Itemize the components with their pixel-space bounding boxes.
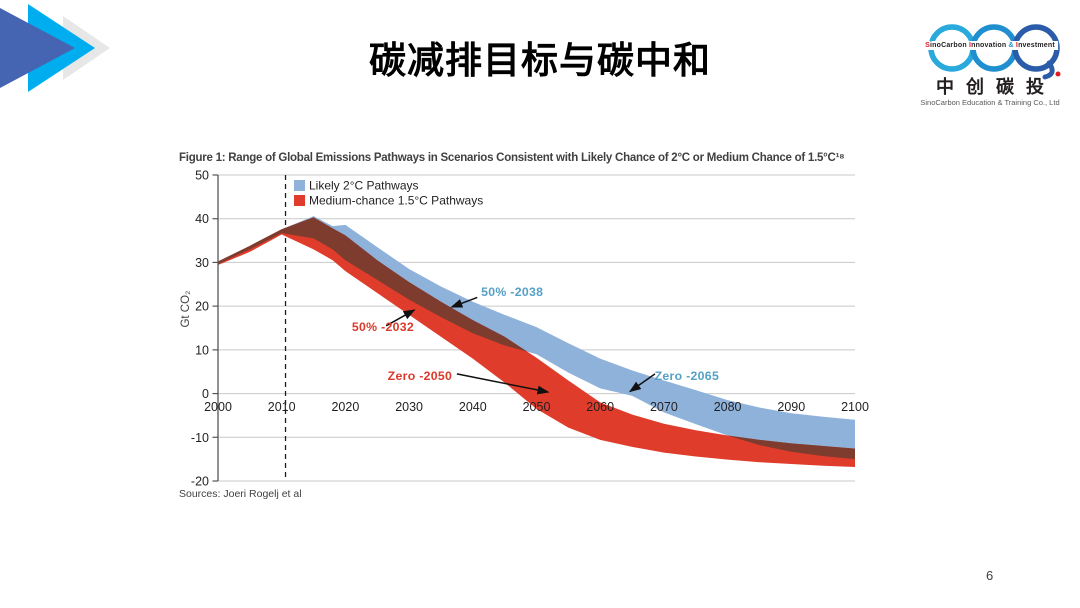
svg-text:2080: 2080 [714,400,742,414]
svg-text:40: 40 [195,212,209,226]
svg-text:0: 0 [202,387,209,401]
annotation-label: Zero -2065 [655,369,720,383]
annotation-arrow [456,373,550,395]
logo-banner-part: I [968,42,972,49]
logo-banner-part: I [1015,42,1019,49]
slide-title: 碳减排目标与碳中和 [369,40,711,81]
logo-banner-part: S [925,42,930,49]
svg-text:2000: 2000 [204,400,232,414]
y-axis: 50 40 30 20 10 0 -10 -20 [191,169,219,488]
legend-swatch [294,180,305,191]
svg-text:2100: 2100 [841,400,869,414]
emissions-chart: Figure 1: Range of Global Emissions Path… [178,150,878,508]
svg-text:10: 10 [195,343,209,357]
svg-text:2060: 2060 [586,400,614,414]
company-logo: SinoCarbon Innovation & Investment 中创碳投 … [912,10,1068,114]
annotation-label: Zero -2050 [388,369,453,383]
legend-label: Likely 2°C Pathways [309,179,419,193]
chart-source: Sources: Joeri Rogelj et al [179,488,302,500]
logo-ring-tail [1042,60,1055,80]
chevron-icon-navy [0,8,75,88]
svg-text:30: 30 [195,256,209,270]
logo-banner-text: SinoCarbon Innovation & Investment [922,41,1058,50]
annotation-label: 50% -2038 [481,285,543,299]
band-overlap [218,217,528,352]
svg-text:20: 20 [195,300,209,314]
svg-text:2050: 2050 [523,400,551,414]
gridlines [218,174,855,482]
logo-banner-part: & [1008,42,1014,49]
logo-subtitle: SinoCarbon Education & Training Co., Ltd [920,98,1060,107]
logo-red-dot [1055,71,1061,77]
svg-text:2020: 2020 [331,400,359,414]
logo-company-name-cn: 中创碳投 [936,77,1056,97]
annotation-label: 50% -2032 [352,320,414,334]
svg-text:2040: 2040 [459,400,487,414]
svg-text:2090: 2090 [777,400,805,414]
x-axis-labels: 2000 2010 2020 2030 2040 2050 2060 2070 2080 2090… [204,400,869,414]
annotation-arrow [628,373,656,393]
svg-text:-10: -10 [191,431,209,445]
svg-text:2010: 2010 [268,400,296,414]
svg-text:-20: -20 [191,474,209,488]
band-likely-2c [218,216,855,460]
svg-text:2030: 2030 [395,400,423,414]
figure-title: Figure 1: Range of Global Emissions Path… [179,152,845,164]
band-overlap [727,435,855,460]
logo-banner-part: nnovation [971,42,1009,49]
logo-banner-part: nvestment [1018,42,1055,49]
svg-text:2070: 2070 [650,400,678,414]
legend-label: Medium-chance 1.5°C Pathways [309,194,483,208]
svg-text:50: 50 [195,169,209,183]
chart-annotations: 50% -2038 50% -2032 Zero -2050 Zero -2065 [352,285,720,395]
legend-swatch [294,195,305,206]
decorative-arrows [0,4,110,92]
annotation-arrow [450,296,478,308]
logo-banner-part: inoCarbon [929,42,969,49]
annotation-arrow [385,309,416,327]
page-number: 6 [986,568,994,583]
